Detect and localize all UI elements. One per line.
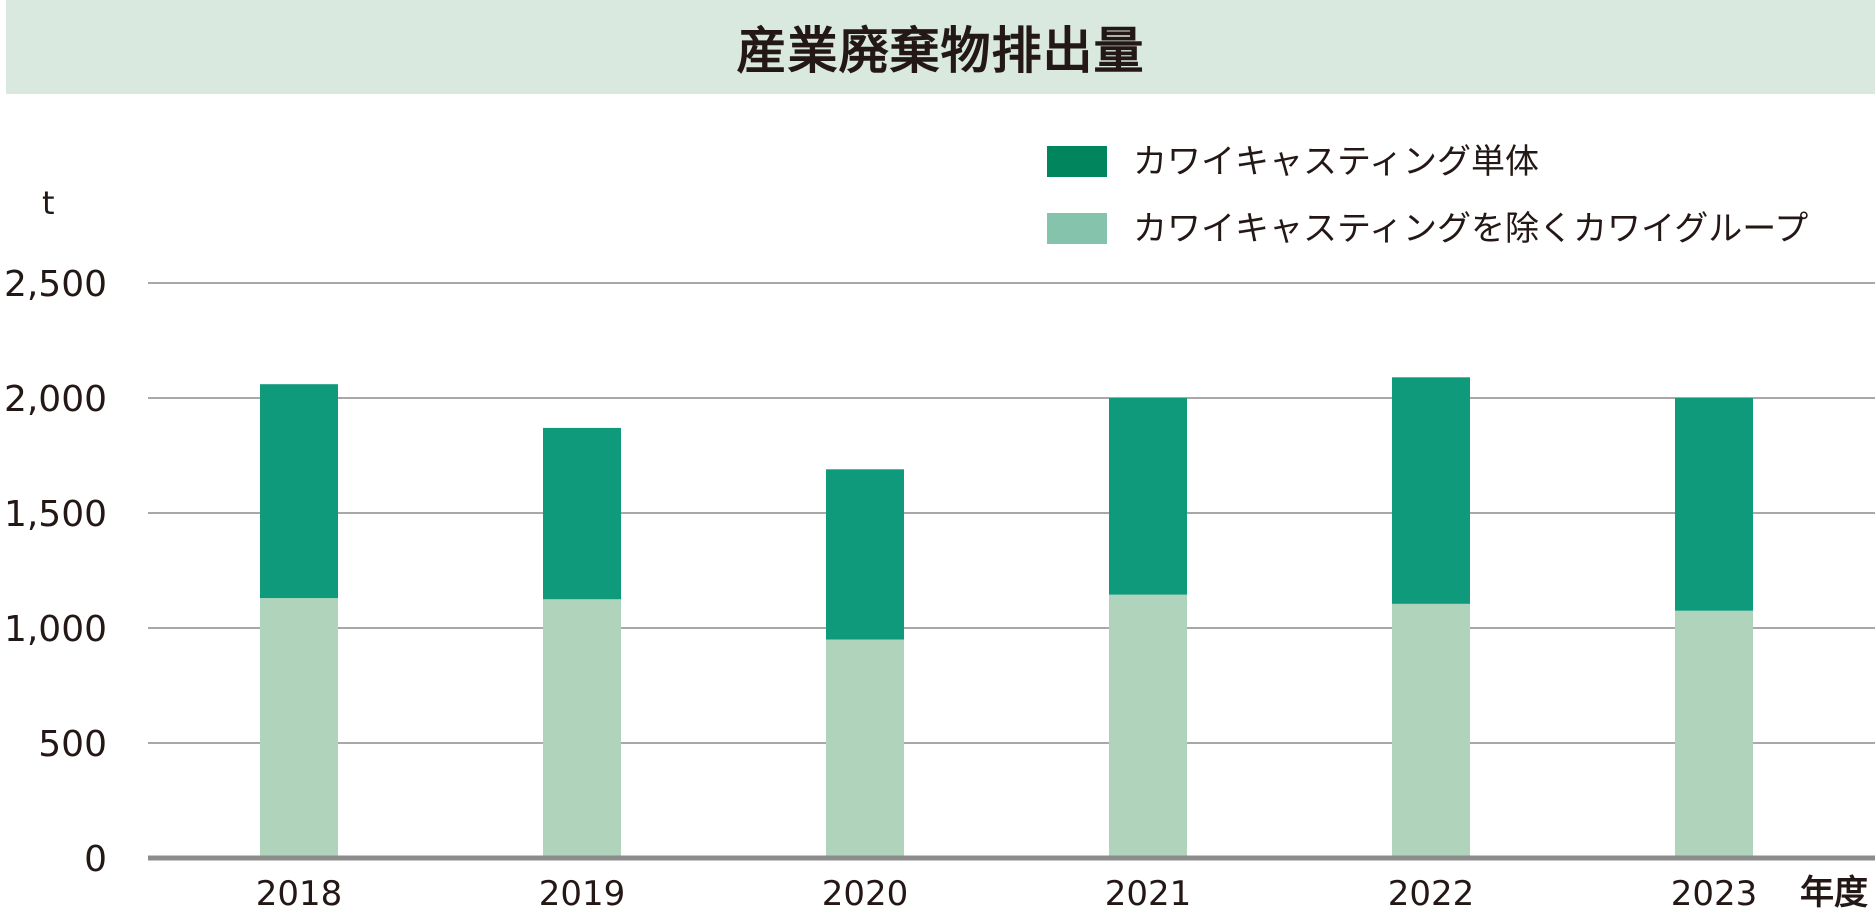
grid-layer [148,282,1875,744]
bar-2020-series0 [826,639,904,858]
bar-2019-series1 [543,427,621,600]
legend-swatch-1 [1047,146,1107,177]
y-tick-label: 2,500 [4,264,107,305]
y-tick-label: 0 [84,839,107,880]
bar-2023-series1 [1675,398,1753,611]
x-tick-label: 2020 [822,874,909,914]
bar-2021-series1 [1109,398,1187,595]
bar-2018-series0 [260,598,338,858]
bar-2018-series1 [260,384,338,599]
x-tick-label: 2018 [256,874,343,914]
bars-layer [260,377,1753,858]
chart-title: 産業廃棄物排出量 [736,22,1145,80]
title-band: 産業廃棄物排出量 [6,0,1875,94]
y-tick-label: 1,500 [4,494,107,535]
bar-2021-series0 [1109,594,1187,858]
legend-label-1: カワイキャスティング単体 [1133,142,1539,182]
y-tick-label: 500 [38,724,107,765]
x-axis-unit-label: 年度 [1800,873,1868,913]
y-axis-unit-label: t [42,184,55,222]
bar-2022-series1 [1392,377,1470,604]
xtick-layer: 2018 2019 2020 2021 2022 2023 [256,874,1758,914]
x-tick-label: 2023 [1671,874,1758,914]
bar-2023-series0 [1675,610,1753,858]
x-tick-label: 2021 [1105,874,1192,914]
legend-swatch-0 [1047,213,1107,244]
x-tick-label: 2019 [539,874,626,914]
ytick-layer: 0 500 1,000 1,500 2,000 2,500 [4,264,107,880]
bar-2020-series1 [826,469,904,640]
legend-label-0: カワイキャスティングを除くカワイグループ [1133,209,1808,249]
y-tick-label: 2,000 [4,379,107,420]
y-tick-label: 1,000 [4,609,107,650]
bar-2019-series0 [543,599,621,858]
x-tick-label: 2022 [1388,874,1475,914]
bar-2022-series0 [1392,603,1470,858]
